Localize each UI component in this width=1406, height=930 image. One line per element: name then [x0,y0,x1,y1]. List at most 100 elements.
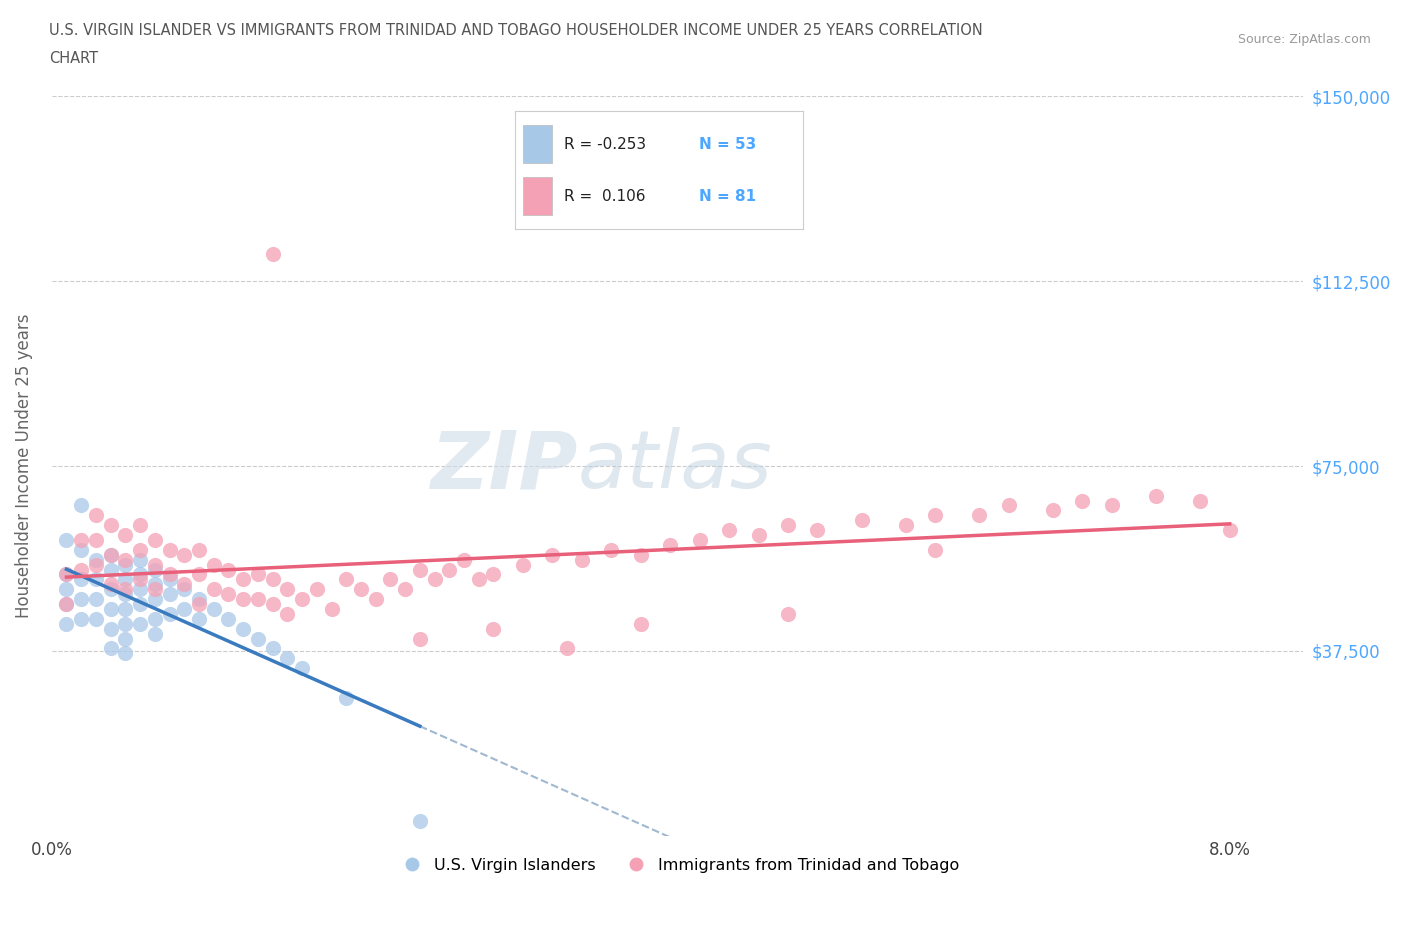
Point [291,591,314,606]
Point [143,582,166,597]
Point [100,621,122,636]
Point [188,591,211,606]
Point [114,645,136,660]
Point [600,542,623,557]
Point [114,587,136,602]
Point [246,591,269,606]
Point [129,542,152,557]
Point [114,617,136,631]
Point [262,641,284,656]
Point [276,606,298,621]
Point [84,533,107,548]
Point [100,547,122,562]
Point [70,498,93,513]
Point [84,591,107,606]
Point [232,572,254,587]
Point [159,572,181,587]
Point [364,591,387,606]
Point [217,587,239,602]
Point [394,582,416,597]
Point [335,690,357,705]
Point [143,562,166,577]
Point [423,572,446,587]
Point [262,596,284,611]
Point [70,542,93,557]
Point [70,572,93,587]
Point [851,512,873,527]
Point [70,591,93,606]
Point [894,518,917,533]
Text: ZIP: ZIP [430,427,578,505]
Point [555,641,578,656]
Point [571,552,593,567]
Point [143,557,166,572]
Point [55,596,77,611]
Point [335,572,357,587]
Point [468,572,491,587]
Point [100,602,122,617]
Point [173,577,195,591]
Point [129,567,152,582]
Text: CHART: CHART [49,51,98,66]
Point [70,533,93,548]
Point [630,547,652,562]
Point [747,527,769,542]
Point [482,621,505,636]
Point [689,533,711,548]
Point [114,602,136,617]
Point [114,527,136,542]
Point [84,508,107,523]
Point [143,591,166,606]
Point [969,508,991,523]
Point [291,660,314,675]
Point [188,567,211,582]
Point [439,562,461,577]
Point [453,552,475,567]
Point [246,567,269,582]
Point [188,596,211,611]
Point [100,547,122,562]
Point [70,562,93,577]
Point [100,641,122,656]
Point [55,617,77,631]
Point [276,651,298,666]
Text: Source: ZipAtlas.com: Source: ZipAtlas.com [1237,33,1371,46]
Point [55,567,77,582]
Point [159,542,181,557]
Point [1144,488,1167,503]
Point [129,552,152,567]
Point [173,547,195,562]
Point [806,523,828,538]
Point [541,547,564,562]
Point [84,552,107,567]
Point [55,582,77,597]
Point [924,542,946,557]
Point [100,518,122,533]
Point [380,572,402,587]
Point [776,518,799,533]
Point [217,611,239,626]
Point [100,577,122,591]
Point [129,572,152,587]
Point [159,606,181,621]
Point [630,617,652,631]
Point [143,577,166,591]
Point [217,562,239,577]
Point [84,572,107,587]
Point [55,596,77,611]
Point [55,567,77,582]
Point [143,611,166,626]
Point [55,533,77,548]
Point [114,552,136,567]
Point [143,626,166,641]
Point [1042,503,1064,518]
Point [114,631,136,646]
Point [512,557,534,572]
Point [276,582,298,597]
Point [350,582,373,597]
Point [232,621,254,636]
Point [202,582,225,597]
Point [409,562,432,577]
Point [129,518,152,533]
Point [409,814,432,829]
